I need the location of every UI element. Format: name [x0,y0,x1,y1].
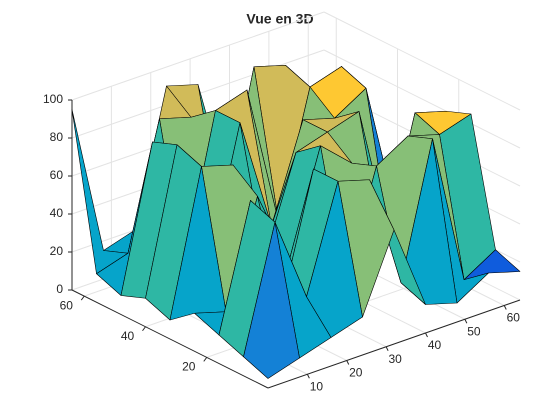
axis-line [71,289,269,389]
x-tick-label: 60 [507,311,521,325]
y-tick-label: 60 [60,298,74,312]
x-tick-label: 10 [310,379,324,393]
z-tick-label: 0 [56,282,63,296]
grid-line [323,49,521,149]
tick-mark [203,357,208,362]
tick-mark [385,346,389,351]
z-tick-label: 40 [50,206,64,220]
grid-line [71,11,325,101]
grid-line [323,11,521,111]
y-tick-label: 20 [182,360,196,374]
tick-mark [425,332,428,338]
tick-mark [142,326,146,332]
y-tick-label: 40 [121,329,135,343]
tick-mark [346,360,350,365]
chart-title: Vue en 3D [246,11,313,27]
x-tick-label: 40 [428,338,442,352]
x-tick-label: 50 [467,324,481,338]
axis-line [267,299,521,389]
z-tick-label: 80 [50,130,64,144]
surface-face [243,221,300,379]
x-tick-label: 20 [349,366,363,380]
z-tick-label: 100 [43,92,63,106]
tick-mark [503,305,507,310]
x-tick-label: 30 [388,352,402,366]
tick-mark [464,319,468,324]
z-tick-label: 20 [50,244,64,258]
z-tick-label: 60 [50,168,64,182]
tick-mark [306,374,310,379]
tick-mark [80,295,85,301]
